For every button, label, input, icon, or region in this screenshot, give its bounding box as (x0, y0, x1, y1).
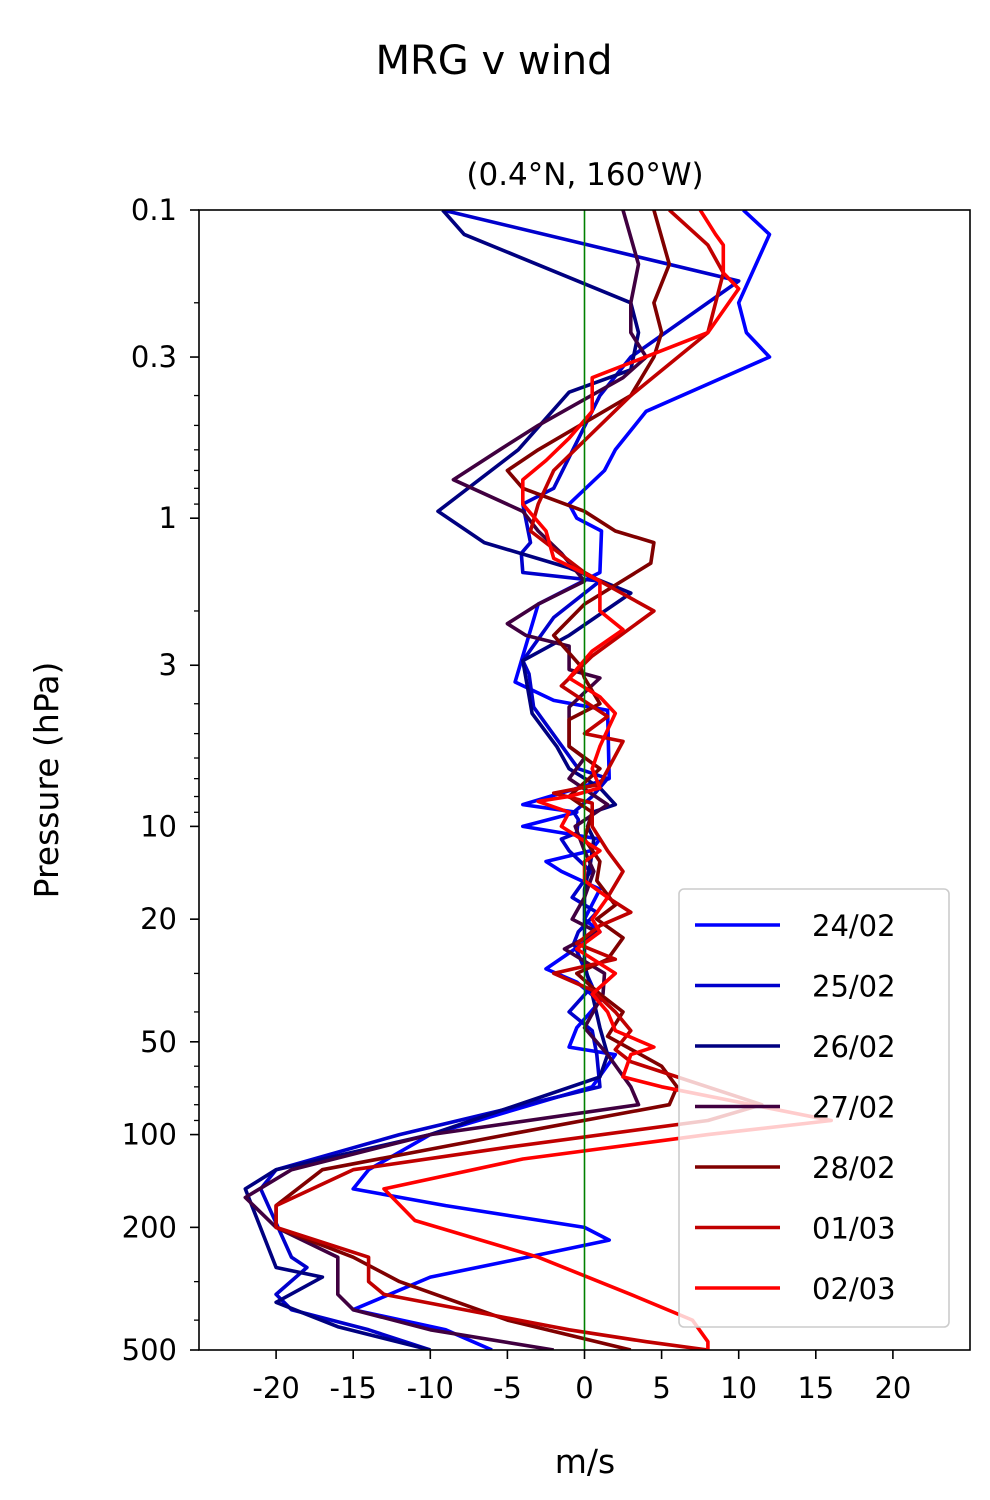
y-tick-label: 500 (122, 1333, 177, 1367)
x-axis: -20 -15 -10 -5 0 5 10 15 20 (252, 1350, 911, 1405)
y-tick-label: 20 (140, 902, 177, 936)
y-tick-label: 10 (140, 809, 177, 843)
x-tick-label: 5 (652, 1371, 670, 1405)
series-line-3 (245, 210, 638, 1350)
x-tick-label: -20 (252, 1371, 299, 1405)
chart-title: MRG v wind (376, 38, 613, 84)
y-tick-label: 200 (122, 1210, 177, 1244)
legend-label: 25/02 (812, 970, 896, 1004)
y-axis-label: Pressure (hPa) (27, 662, 66, 899)
x-tick-label: -5 (493, 1371, 522, 1405)
legend-label: 24/02 (812, 909, 896, 943)
y-tick-label: 100 (122, 1118, 177, 1152)
x-tick-label: -10 (407, 1371, 454, 1405)
x-tick-label: 20 (874, 1371, 911, 1405)
legend-label: 01/03 (812, 1212, 896, 1246)
x-tick-label: 0 (575, 1371, 593, 1405)
y-tick-label: 3 (159, 648, 177, 682)
x-tick-label: -15 (330, 1371, 377, 1405)
y-tick-label: 0.1 (131, 193, 177, 227)
y-tick-label: 0.3 (131, 340, 177, 374)
x-tick-label: 10 (720, 1371, 757, 1405)
y-tick-label: 1 (159, 501, 177, 535)
y-tick-label: 50 (140, 1025, 177, 1059)
x-tick-label: 15 (797, 1371, 834, 1405)
y-axis: 0.1 0.3 1 3 10 20 50 100 200 500 (122, 193, 199, 1367)
chart-subtitle: (0.4°N, 160°W) (466, 157, 703, 193)
legend-label: 26/02 (812, 1030, 896, 1064)
legend: 24/02 25/02 26/02 27/02 28/02 01/03 02/03 (679, 889, 949, 1327)
legend-label: 28/02 (812, 1151, 896, 1185)
legend-label: 27/02 (812, 1091, 896, 1125)
chart: MRG v wind (0.4°N, 160°W) -20 -15 -10 -5 0 5 1… (0, 0, 990, 1500)
x-axis-label: m/s (555, 1442, 615, 1481)
legend-label: 02/03 (812, 1272, 896, 1306)
